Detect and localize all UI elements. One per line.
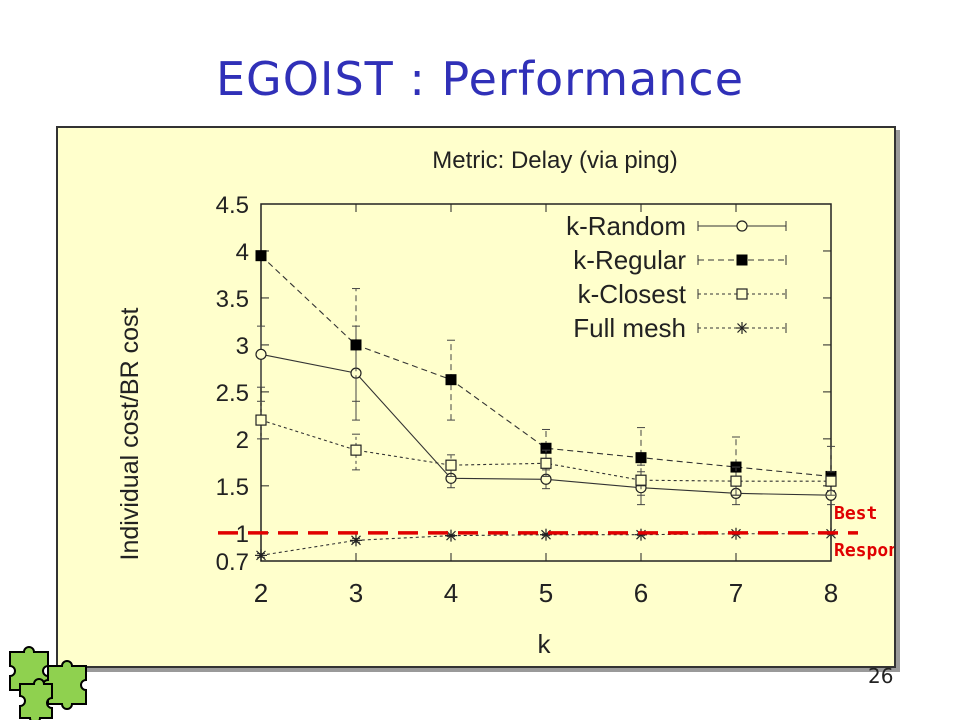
marker-point bbox=[730, 475, 742, 487]
x-tick-label: 7 bbox=[729, 578, 743, 608]
marker-point bbox=[736, 254, 748, 266]
marker-point bbox=[255, 348, 267, 360]
legend-label: k-Regular bbox=[573, 245, 686, 275]
marker-point bbox=[255, 414, 267, 426]
marker-open-circle bbox=[736, 220, 748, 232]
marker-open-square bbox=[445, 459, 457, 471]
marker-point bbox=[255, 250, 267, 262]
y-tick-label: 2.5 bbox=[216, 380, 249, 407]
marker-star bbox=[255, 549, 267, 562]
marker-filled-square bbox=[350, 339, 362, 351]
series-k-random bbox=[255, 325, 837, 506]
x-tick-label: 3 bbox=[349, 578, 363, 608]
marker-star bbox=[635, 528, 647, 541]
y-tick-label: 1 bbox=[236, 521, 249, 548]
y-tick-label: 3 bbox=[236, 333, 249, 360]
best-response-label-line1: Best bbox=[834, 503, 877, 524]
marker-filled-square bbox=[255, 250, 267, 262]
marker-point bbox=[736, 220, 748, 232]
marker-filled-square bbox=[445, 374, 457, 386]
marker-point bbox=[445, 459, 457, 471]
marker-point bbox=[350, 444, 362, 456]
marker-point bbox=[635, 452, 647, 464]
marker-star bbox=[540, 528, 552, 541]
marker-open-square bbox=[825, 475, 837, 487]
marker-point bbox=[635, 474, 647, 486]
marker-stroke bbox=[256, 550, 266, 561]
marker-filled-square bbox=[540, 442, 552, 454]
y-tick-label: 1.5 bbox=[216, 474, 249, 501]
puzzle-logo bbox=[9, 646, 87, 720]
x-tick-label: 8 bbox=[824, 578, 838, 608]
slide-title: EGOIST : Performance bbox=[215, 52, 745, 106]
y-tick-label: 0.7 bbox=[216, 549, 249, 576]
marker-point bbox=[350, 339, 362, 351]
marker-point bbox=[736, 288, 748, 300]
marker-filled-square bbox=[736, 254, 748, 266]
y-tick-label: 4 bbox=[236, 239, 249, 266]
page-number: 26 bbox=[868, 664, 894, 688]
legend-label: Full mesh bbox=[573, 313, 686, 343]
delay-chart: Metric: Delay (via ping) Individual cost… bbox=[116, 147, 894, 659]
marker-point bbox=[825, 475, 837, 487]
marker-point bbox=[445, 472, 457, 484]
marker-filled-square bbox=[635, 452, 647, 464]
marker-point bbox=[445, 374, 457, 386]
x-tick-label: 6 bbox=[634, 578, 648, 608]
legend-label: k-Closest bbox=[578, 279, 687, 309]
marker-open-square bbox=[730, 475, 742, 487]
x-axis-label: k bbox=[538, 629, 552, 659]
marker-open-square bbox=[540, 457, 552, 469]
y-tick-label: 3.5 bbox=[216, 286, 249, 313]
marker-open-circle bbox=[445, 472, 457, 484]
x-tick-label: 5 bbox=[539, 578, 553, 608]
marker-star bbox=[350, 534, 362, 547]
marker-star bbox=[736, 322, 748, 334]
legend: k-Random k-Regular k-Closest Full mesh bbox=[566, 211, 787, 343]
x-tick-label: 2 bbox=[254, 578, 268, 608]
marker-open-square bbox=[635, 474, 647, 486]
y-axis-label: Individual cost/BR cost bbox=[116, 308, 144, 561]
chart-title: Metric: Delay (via ping) bbox=[432, 147, 677, 174]
marker-open-square bbox=[255, 414, 267, 426]
best-response-label-line2: Response bbox=[834, 540, 894, 561]
y-tick-label: 4.5 bbox=[216, 192, 249, 219]
marker-open-square bbox=[350, 444, 362, 456]
series-k-closest bbox=[255, 400, 837, 496]
marker-open-square bbox=[736, 288, 748, 300]
marker-point bbox=[540, 457, 552, 469]
marker-point bbox=[540, 442, 552, 454]
chart-panel: Metric: Delay (via ping) Individual cost… bbox=[56, 126, 896, 668]
marker-stroke bbox=[737, 323, 747, 333]
x-tick-label: 4 bbox=[444, 578, 458, 608]
marker-stroke bbox=[351, 535, 361, 546]
marker-stroke bbox=[446, 530, 456, 541]
legend-label: k-Random bbox=[566, 211, 686, 241]
marker-open-circle bbox=[255, 348, 267, 360]
y-tick-label: 2 bbox=[236, 427, 249, 454]
